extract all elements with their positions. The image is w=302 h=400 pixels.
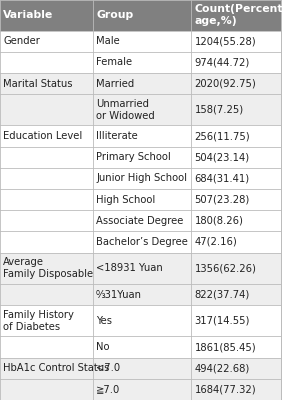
Text: Family History
of Diabetes: Family History of Diabetes [3,310,74,332]
Text: Junior High School: Junior High School [96,174,187,184]
Text: 158(7.25): 158(7.25) [194,105,243,115]
Text: <18931 Yuan: <18931 Yuan [96,263,163,273]
Text: 974(44.72): 974(44.72) [194,57,250,67]
Text: Education Level: Education Level [3,131,83,141]
Text: 47(2.16): 47(2.16) [194,237,237,247]
Text: Count(Percent-
age,%): Count(Percent- age,%) [194,4,288,26]
Text: Associate Degree: Associate Degree [96,216,183,226]
Text: Yes: Yes [96,316,112,326]
Text: 1356(62.26): 1356(62.26) [194,263,256,273]
Bar [0,305,281,336]
Text: Variable: Variable [3,10,54,20]
Text: 2020(92.75): 2020(92.75) [194,78,256,88]
Bar [0,52,281,73]
Bar [0,379,281,400]
Bar [0,30,281,52]
Bar [0,168,281,189]
Text: Illiterate: Illiterate [96,131,138,141]
Bar [0,147,281,168]
Text: 504(23.14): 504(23.14) [194,152,249,162]
Text: 494(22.68): 494(22.68) [194,363,250,373]
Bar [0,126,281,147]
Text: 180(8.26): 180(8.26) [194,216,243,226]
Text: ↉31Yuan: ↉31Yuan [96,290,142,300]
Bar [0,189,281,210]
Bar [0,284,281,305]
Text: <7.0: <7.0 [96,363,120,373]
Text: 822(37.74): 822(37.74) [194,290,250,300]
Bar [0,252,281,284]
Text: 684(31.41): 684(31.41) [194,174,249,184]
Text: Unmarried
or Widowed: Unmarried or Widowed [96,99,155,121]
Text: High School: High School [96,195,155,205]
Text: 317(14.55): 317(14.55) [194,316,250,326]
Text: 1204(55.28): 1204(55.28) [194,36,256,46]
Bar [0,210,281,231]
Text: Primary School: Primary School [96,152,171,162]
Bar [0,336,281,358]
Bar [0,0,281,30]
Bar [0,358,281,379]
Text: No: No [96,342,110,352]
Text: 507(23.28): 507(23.28) [194,195,250,205]
Text: Female: Female [96,57,132,67]
Bar [0,73,281,94]
Text: Marital Status: Marital Status [3,78,73,88]
Text: Gender: Gender [3,36,40,46]
Text: 1861(85.45): 1861(85.45) [194,342,256,352]
Text: ≧7.0: ≧7.0 [96,384,120,394]
Bar [0,231,281,252]
Bar [0,94,281,126]
Text: Group: Group [96,10,133,20]
Text: 1684(77.32): 1684(77.32) [194,384,256,394]
Text: Average
Family Disposable: Average Family Disposable [3,258,94,279]
Text: Married: Married [96,78,134,88]
Text: Bachelor’s Degree: Bachelor’s Degree [96,237,188,247]
Text: 256(11.75): 256(11.75) [194,131,250,141]
Text: Male: Male [96,36,120,46]
Text: HbA1c Control Status: HbA1c Control Status [3,363,110,373]
